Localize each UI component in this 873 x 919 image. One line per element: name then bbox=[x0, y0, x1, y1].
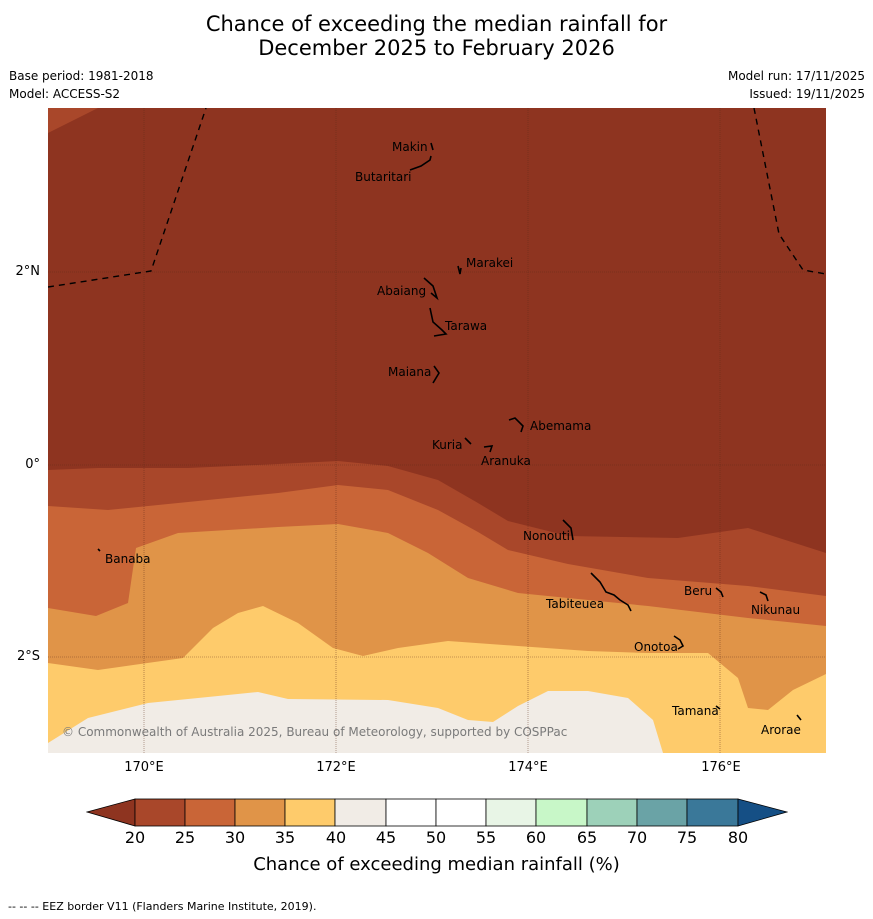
model-name: Model: ACCESS-S2 bbox=[9, 87, 121, 101]
label-makin: Makin bbox=[392, 140, 428, 154]
colorbar-tick-50: 50 bbox=[425, 828, 447, 847]
colorbar-tick-75: 75 bbox=[676, 828, 698, 847]
island-abaiang bbox=[423, 277, 439, 301]
rainfall-map: Makin Butaritari Marakei Abaiang Tarawa … bbox=[47, 107, 827, 753]
colorbar-swatch-45-50 bbox=[385, 798, 437, 827]
colorbar-tick-40: 40 bbox=[325, 828, 347, 847]
island-tarawa bbox=[429, 307, 448, 337]
colorbar-swatch-65-70 bbox=[586, 798, 638, 827]
colorbar-tick-80: 80 bbox=[727, 828, 749, 847]
island-makin bbox=[430, 142, 434, 151]
label-nonouti: Nonouti bbox=[523, 529, 570, 543]
label-aranuka: Aranuka bbox=[481, 454, 531, 468]
eez-footnote: -- -- -- EEZ border V11 (Flanders Marine… bbox=[8, 900, 317, 913]
model-run: Model run: 17/11/2025 bbox=[727, 69, 865, 83]
title-line-1: Chance of exceeding the median rainfall … bbox=[205, 12, 668, 36]
title-line-2: December 2025 to February 2026 bbox=[258, 36, 615, 60]
label-nikunau: Nikunau bbox=[751, 603, 800, 617]
colorbar-swatch-25-30 bbox=[184, 798, 236, 827]
lon-label-170e: 170°E bbox=[124, 760, 164, 775]
island-aranuka bbox=[483, 445, 494, 453]
island-onotoa bbox=[673, 635, 685, 650]
label-onotoa: Onotoa bbox=[634, 640, 678, 654]
label-arorae: Arorae bbox=[761, 723, 801, 737]
colorbar-swatch-75-80 bbox=[686, 798, 739, 827]
colorbar-under-arrow bbox=[86, 798, 136, 827]
island-tabiteuea bbox=[590, 572, 632, 612]
label-tarawa: Tarawa bbox=[444, 319, 487, 333]
island-kuria bbox=[464, 437, 472, 445]
lon-label-174e: 174°E bbox=[508, 760, 548, 775]
colorbar-swatch-55-60 bbox=[485, 798, 537, 827]
meta-left: Base period: 1981-2018 Model: ACCESS-S2 bbox=[9, 67, 154, 103]
lon-label-172e: 172°E bbox=[316, 760, 356, 775]
label-maiana: Maiana bbox=[388, 365, 431, 379]
colorbar-tick-45: 45 bbox=[375, 828, 397, 847]
colorbar-tick-60: 60 bbox=[525, 828, 547, 847]
colorbar-swatch-35-40 bbox=[284, 798, 336, 827]
colorbar-swatch-20-25 bbox=[134, 798, 186, 827]
colorbar bbox=[86, 798, 788, 827]
meta-right: Model run: 17/11/2025 Issued: 19/11/2025 bbox=[728, 67, 865, 103]
island-nonouti bbox=[562, 519, 574, 541]
colorbar-tick-30: 30 bbox=[224, 828, 246, 847]
base-period: Base period: 1981-2018 bbox=[9, 69, 154, 83]
islands bbox=[97, 142, 802, 721]
island-tamana bbox=[715, 705, 721, 710]
label-abaiang: Abaiang bbox=[377, 284, 426, 298]
colorbar-swatch-50-55 bbox=[435, 798, 487, 827]
island-marakei bbox=[457, 265, 462, 275]
label-beru: Beru bbox=[684, 584, 712, 598]
island-banaba bbox=[97, 548, 101, 552]
label-tabiteuea: Tabiteuea bbox=[545, 597, 604, 611]
label-butaritari: Butaritari bbox=[355, 170, 412, 184]
issued-date: Issued: 19/11/2025 bbox=[749, 87, 865, 101]
island-maiana bbox=[432, 365, 440, 384]
island-nikunau bbox=[759, 591, 769, 602]
colorbar-swatch-70-75 bbox=[636, 798, 688, 827]
lat-label-2n: 2°N bbox=[15, 264, 41, 279]
label-abemama: Abemama bbox=[530, 419, 591, 433]
copyright-notice: © Commonwealth of Australia 2025, Bureau… bbox=[62, 725, 567, 739]
label-banaba: Banaba bbox=[105, 552, 151, 566]
colorbar-swatch-60-65 bbox=[535, 798, 588, 827]
island-beru bbox=[715, 587, 724, 598]
colorbar-title: Chance of exceeding median rainfall (%) bbox=[253, 854, 620, 875]
colorbar-tick-55: 55 bbox=[475, 828, 497, 847]
island-butaritari bbox=[409, 155, 432, 171]
map-svg: Makin Butaritari Marakei Abaiang Tarawa … bbox=[47, 107, 827, 753]
colorbar-tick-70: 70 bbox=[626, 828, 648, 847]
lat-label-0: 0° bbox=[25, 457, 40, 472]
colorbar-swatch-30-35 bbox=[234, 798, 286, 827]
region-corner-20-25 bbox=[48, 108, 98, 133]
eez-border bbox=[47, 107, 827, 288]
graticule bbox=[48, 108, 826, 753]
label-tamana: Tamana bbox=[671, 704, 719, 718]
lat-label-2s: 2°S bbox=[16, 649, 40, 664]
region-40-45 bbox=[48, 691, 663, 753]
colorbar-tick-65: 65 bbox=[576, 828, 598, 847]
island-abemama bbox=[508, 417, 524, 433]
label-kuria: Kuria bbox=[432, 438, 463, 452]
colorbar-tick-35: 35 bbox=[274, 828, 296, 847]
colorbar-swatch-40-45 bbox=[334, 798, 387, 827]
label-marakei: Marakei bbox=[466, 256, 513, 270]
colorbar-tick-20: 20 bbox=[124, 828, 146, 847]
colorbar-tick-25: 25 bbox=[174, 828, 196, 847]
map-title: Chance of exceeding the median rainfall … bbox=[0, 12, 873, 60]
colorbar-over-arrow bbox=[737, 798, 788, 827]
lon-label-176e: 176°E bbox=[701, 760, 741, 775]
island-arorae bbox=[796, 714, 802, 721]
